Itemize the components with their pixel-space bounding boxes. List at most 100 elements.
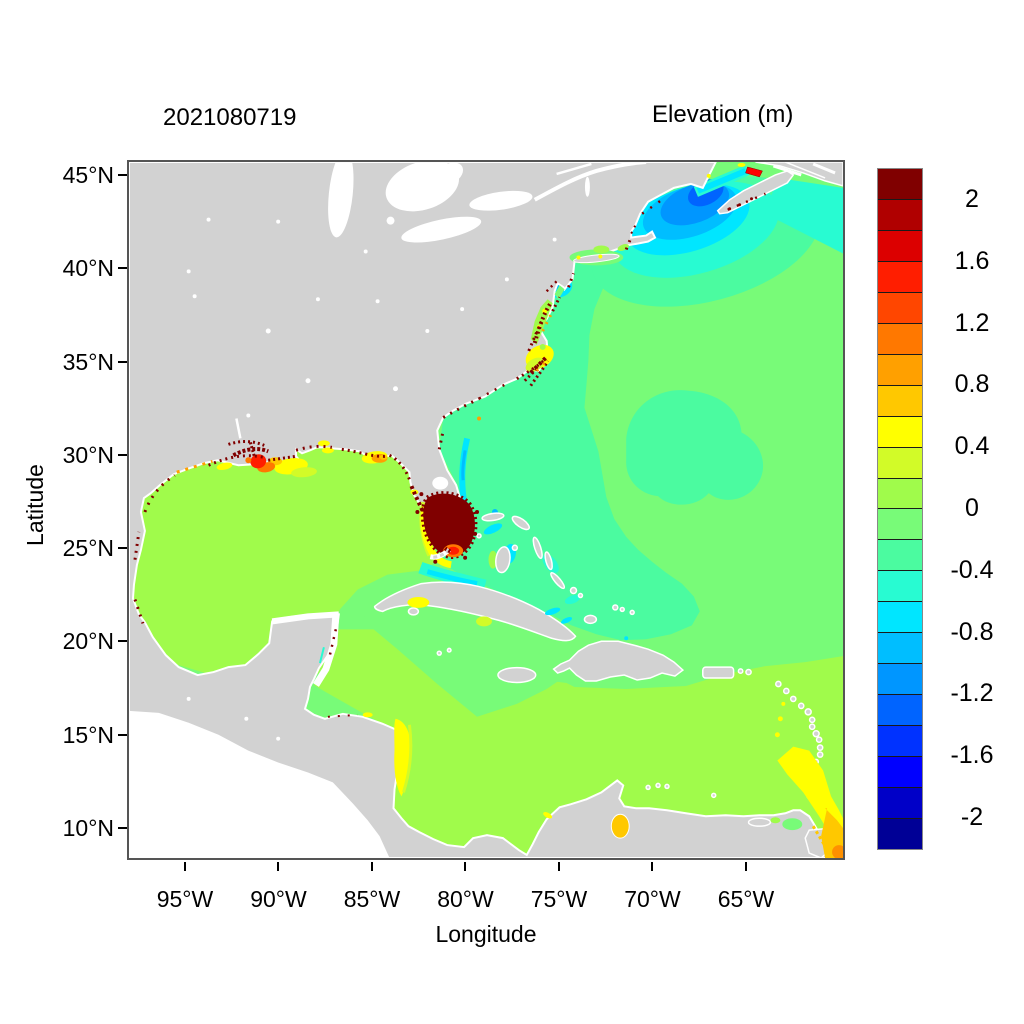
colorbar-cell — [878, 695, 922, 727]
colorbar-cell — [878, 571, 922, 603]
florida-keys — [429, 548, 451, 559]
florida-straits-cyan — [426, 569, 478, 587]
coastal-speckles — [133, 192, 766, 718]
colorbar-cell — [878, 509, 922, 541]
pacific-no-data-white — [129, 710, 390, 858]
x-axis-tick-label: 85°W — [343, 886, 401, 912]
colorbar-tick-label: 2 — [965, 184, 979, 213]
colorbar-cell — [878, 819, 922, 849]
map-plot-area — [127, 160, 845, 860]
y-axis-tick — [118, 267, 127, 270]
abc-islands — [645, 782, 717, 799]
lake-maracaibo-gold — [610, 813, 630, 839]
inland-lake-specks — [186, 217, 557, 741]
x-axis-tick — [557, 862, 560, 871]
puerto-rico — [702, 666, 735, 679]
teal-midatlantic-patch — [626, 390, 764, 505]
x-axis-tick-label: 90°W — [250, 886, 307, 912]
x-axis-tick — [277, 862, 280, 871]
colorbar-tick-label: -0.4 — [950, 555, 994, 584]
colorbar-tick-label: 0 — [965, 494, 979, 522]
x-axis-label: Longitude — [435, 921, 537, 947]
x-axis-tick — [744, 862, 747, 871]
island-water-details — [407, 597, 629, 641]
elevation-map — [129, 162, 843, 858]
colorbar-cell — [878, 447, 922, 479]
y-axis-tick-label: 10°N — [62, 815, 114, 842]
x-axis-tick — [370, 862, 373, 871]
colorbar-cell — [878, 602, 922, 634]
isle-of-youth — [407, 607, 420, 616]
colorbar-cell — [878, 664, 922, 696]
x-axis-tick — [183, 862, 186, 871]
lake-st-clair — [386, 216, 395, 225]
y-axis-tick — [118, 173, 127, 176]
nova-scotia — [716, 170, 795, 215]
colorbar-cell — [878, 540, 922, 572]
colorbar-tick-label: 1.6 — [954, 246, 990, 275]
colorbar — [877, 168, 923, 850]
atchafalaya-river — [235, 418, 242, 439]
y-axis-tick-label: 15°N — [62, 721, 114, 748]
fundy-details — [706, 162, 836, 211]
st-lawrence-river — [533, 162, 647, 202]
x-axis-tick-label: 70°W — [624, 886, 681, 912]
colorbar-tick-label: -1.2 — [950, 679, 994, 708]
great-lakes — [235, 162, 647, 490]
x-axis-tick-label: 80°W — [437, 886, 494, 912]
y-axis-tick — [118, 640, 127, 643]
cayman-islands — [436, 647, 452, 656]
hispaniola — [552, 640, 685, 682]
gulf-of-maine-gradient — [591, 164, 843, 307]
long-island-sound — [569, 244, 629, 266]
x-axis-tick-label: 65°W — [717, 886, 775, 912]
colorbar-cell — [878, 169, 922, 200]
colorbar-cell — [878, 230, 922, 262]
y-axis-tick-label: 30°N — [62, 441, 114, 468]
y-axis-tick-label: 20°N — [62, 628, 114, 655]
y-axis-tick — [118, 547, 127, 550]
lake-champlain — [584, 176, 590, 197]
ottawa-river — [556, 162, 592, 176]
colorbar-tick-label: 1.2 — [954, 308, 990, 337]
colorbar-title: Elevation (m) — [652, 101, 794, 128]
y-axis-tick — [118, 733, 127, 736]
lake-michigan — [328, 162, 354, 238]
y-axis-tick-label: 45°N — [62, 161, 114, 188]
colorbar-cell — [878, 726, 922, 758]
delaware-bay-fill — [554, 285, 565, 300]
colorbar-cell — [878, 292, 922, 324]
batabano-yellow — [407, 597, 430, 608]
x-axis-tick — [651, 862, 654, 871]
y-axis-tick-label: 35°N — [62, 348, 114, 375]
x-axis-tick-label: 95°W — [156, 886, 214, 912]
y-axis-tick — [118, 453, 127, 456]
cuba — [373, 581, 577, 642]
lake-ontario — [469, 190, 533, 211]
colorbar-cell — [878, 199, 922, 231]
ana-maria-yellowgreen — [476, 616, 492, 627]
land-mainland — [129, 162, 830, 858]
colorbar-tick-label: 0.4 — [954, 432, 990, 461]
colorbar-tick-label: -0.8 — [950, 617, 994, 646]
corner-orange — [832, 845, 843, 858]
colorbar-cell — [878, 788, 922, 820]
georgian-bay — [435, 162, 464, 186]
margarita — [747, 817, 772, 827]
minas-basin-red-spot — [745, 166, 763, 178]
teal-southeast-shelf — [439, 249, 700, 641]
bahamas-islands — [476, 512, 635, 625]
lake-okeechobee — [432, 476, 449, 490]
colorbar-tick-label: -1.6 — [950, 741, 994, 770]
colorbar-cell — [878, 478, 922, 510]
y-axis-tick-label: 40°N — [62, 255, 114, 282]
colorbar-cell — [878, 757, 922, 789]
gulf-of-mexico-yellowgreen — [129, 420, 440, 675]
colorbar-cell — [878, 323, 922, 355]
florida-east-coast-blue-sliver — [461, 450, 467, 481]
islands — [373, 162, 843, 858]
colorbar-tick-label: -2 — [960, 803, 984, 832]
x-axis-tick — [464, 862, 467, 871]
southern-caribbean-details — [318, 646, 843, 858]
